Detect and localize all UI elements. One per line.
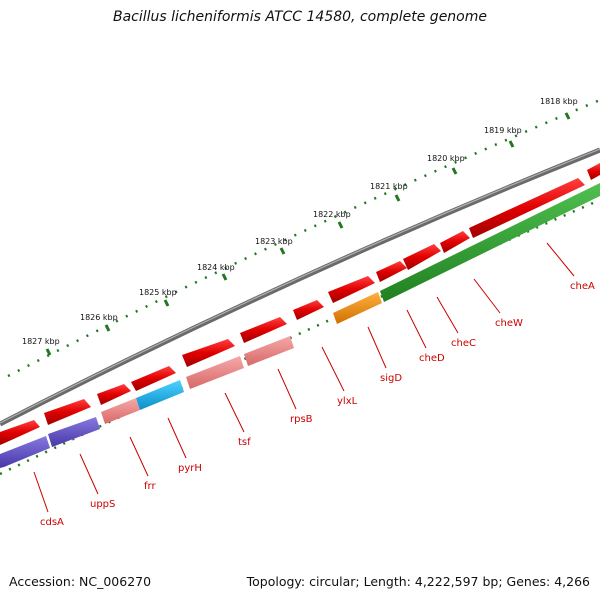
gene-bar-pyrH (136, 380, 184, 410)
gene-bar-cdsA (0, 436, 50, 468)
gene-label-cdsA: cdsA (40, 517, 64, 528)
cds-arrow (440, 231, 470, 253)
cds-arrow (328, 276, 375, 303)
gene-label-sigD: sigD (380, 373, 402, 384)
inner-tick-track (0, 198, 600, 476)
genome-backbone-highlight (0, 148, 600, 424)
kbp-label: 1822 kbp (313, 210, 351, 219)
kbp-label: 1821 kbp (370, 182, 408, 191)
cds-arrow (44, 399, 91, 425)
gene-bar-uppS (48, 417, 100, 447)
cds-arrow (240, 317, 287, 343)
cds-arrow (182, 339, 235, 367)
kbp-label: 1819 kbp (484, 126, 522, 135)
outer-tick-track (7, 98, 600, 378)
gene-bar-che (380, 183, 600, 302)
kbp-label: 1820 kbp (427, 154, 465, 163)
gene-label-frr: frr (144, 481, 156, 492)
gene-label-pyrH: pyrH (178, 463, 202, 474)
cds-arrow (0, 420, 40, 445)
cds-arrow (376, 261, 407, 282)
gene-label-ylxL: ylxL (337, 396, 358, 407)
gene-label-cheW: cheW (495, 318, 523, 329)
genome-backbone (0, 147, 600, 427)
cog-gene-track (0, 183, 600, 468)
forward-cds-track (0, 163, 600, 445)
kbp-label: 1826 kbp (80, 313, 118, 322)
cds-arrow (131, 366, 176, 391)
gene-label-uppS: uppS (90, 499, 115, 510)
cds-arrow (97, 384, 131, 405)
cds-arrow (587, 163, 600, 180)
kbp-label: 1825 kbp (139, 288, 177, 297)
cds-arrow (403, 244, 441, 270)
genome-summary-text: Topology: circular; Length: 4,222,597 bp… (246, 574, 590, 589)
major-ticks (45, 112, 571, 356)
kbp-label: 1823 kbp (255, 237, 293, 246)
gene-label-cheD: cheD (419, 353, 445, 364)
gene-leaders (33, 242, 575, 513)
gene-bar-rpsB (244, 336, 294, 366)
gene-label-tsf: tsf (238, 437, 251, 448)
gene-bar-frr (101, 398, 140, 424)
gene-label-cheC: cheC (451, 338, 476, 349)
kbp-label: 1818 kbp (540, 97, 578, 106)
map-title: Bacillus licheniformis ATCC 14580, compl… (113, 9, 487, 25)
kbp-label: 1827 kbp (22, 337, 60, 346)
accession-text: Accession: NC_006270 (9, 574, 152, 589)
cds-arrow (293, 300, 324, 320)
gene-bar-tsf (186, 356, 244, 389)
cds-arrow (469, 178, 585, 238)
gene-label-cheA: cheA (570, 281, 595, 292)
kbp-label: 1824 kbp (197, 263, 235, 272)
gene-bar-sigD (333, 292, 382, 324)
gene-label-rpsB: rpsB (290, 414, 313, 425)
